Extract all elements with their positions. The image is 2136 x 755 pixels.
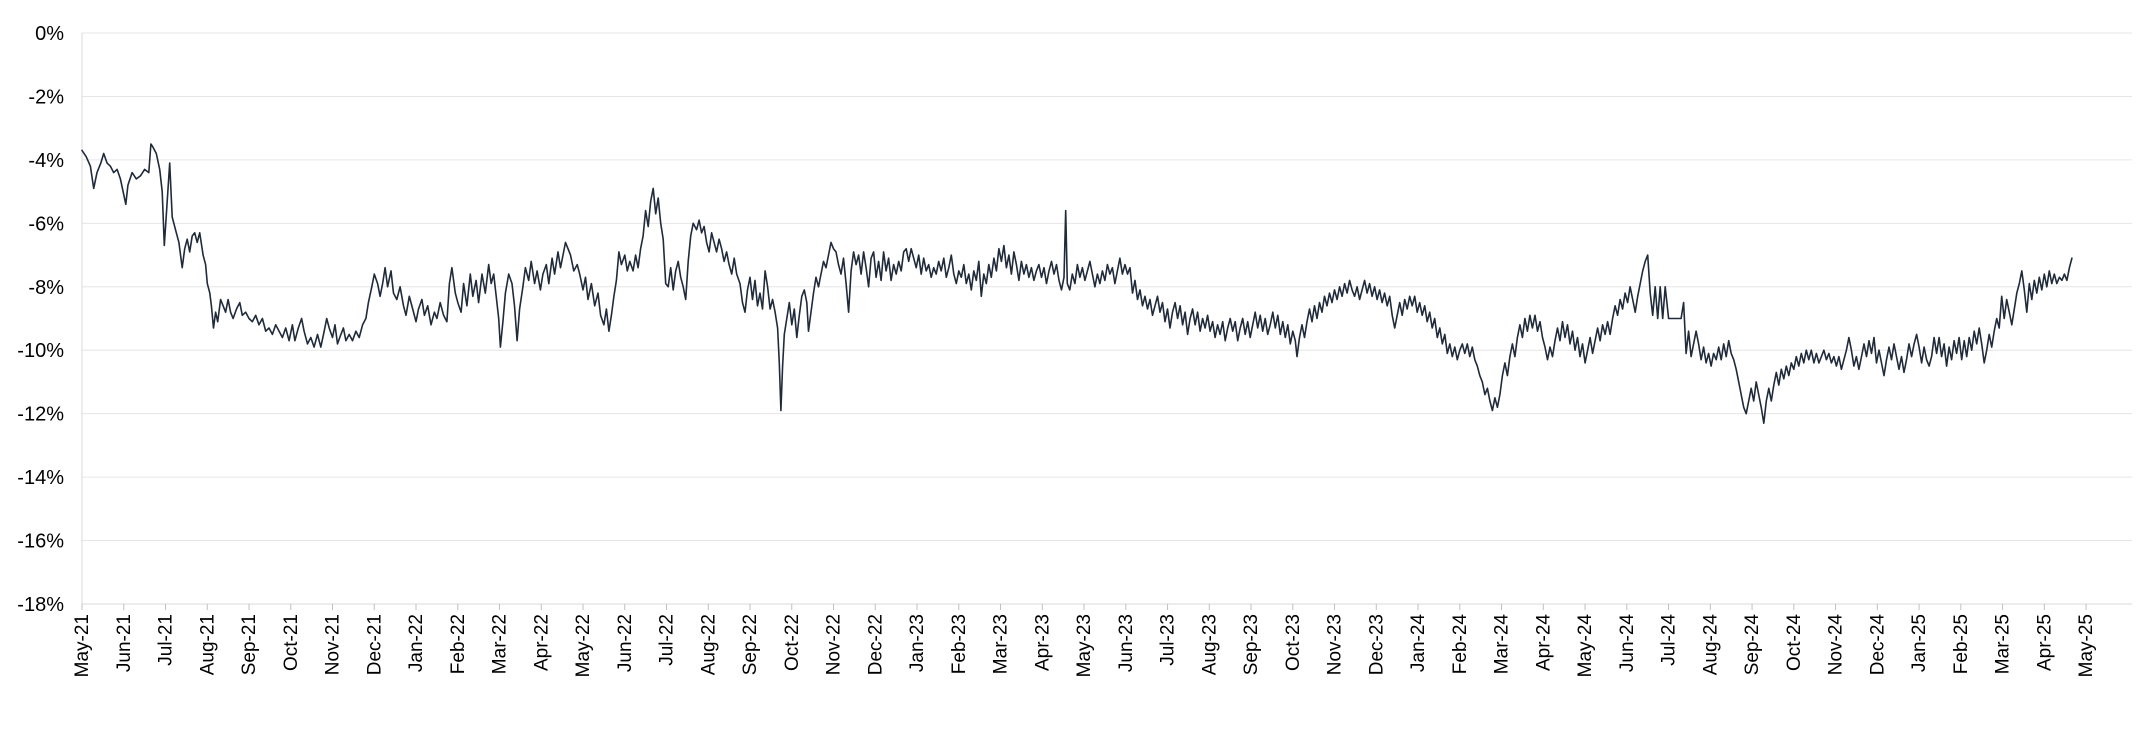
x-tick-label: Dec-21 bbox=[364, 614, 385, 675]
x-tick-label: Oct-22 bbox=[782, 614, 803, 671]
series-layer bbox=[81, 143, 2073, 424]
x-tick-label: Mar-22 bbox=[490, 614, 511, 674]
x-tick-label: Nov-23 bbox=[1325, 614, 1346, 675]
y-tick-label: -16% bbox=[17, 531, 64, 553]
x-tick-label: May-23 bbox=[1074, 614, 1095, 677]
x-tick-label: Apr-23 bbox=[1032, 614, 1053, 671]
x-tick-label: Oct-21 bbox=[281, 614, 302, 671]
x-tick-label: May-24 bbox=[1575, 614, 1596, 678]
x-tick-label: Nov-21 bbox=[323, 614, 344, 675]
x-tick-label: Mar-24 bbox=[1492, 614, 1513, 675]
x-tick-label: Sep-22 bbox=[740, 614, 761, 675]
x-tick-label: Jun-21 bbox=[114, 614, 135, 672]
x-tick-label: May-21 bbox=[72, 614, 93, 677]
x-tick-label: Nov-24 bbox=[1826, 614, 1847, 676]
grid-lines bbox=[82, 32, 2132, 605]
x-tick-label: Nov-22 bbox=[824, 614, 845, 675]
x-tick-label: Jan-25 bbox=[1909, 614, 1930, 672]
x-tick-label: Aug-24 bbox=[1700, 614, 1721, 676]
x-tick-label: Jul-22 bbox=[657, 614, 678, 666]
y-tick-label: -4% bbox=[28, 150, 64, 172]
axes bbox=[81, 33, 2132, 610]
y-tick-label: -2% bbox=[28, 86, 64, 108]
x-tick-label: Jan-24 bbox=[1408, 614, 1429, 673]
series-line-drawdown bbox=[81, 143, 2073, 424]
x-tick-label: Dec-23 bbox=[1366, 614, 1387, 675]
x-axis-tick-labels: May-21 Jun-21 Jul-21 Aug-21 Sep-21 Oct-21 Nov-… bbox=[72, 614, 2097, 678]
x-tick-label: May-22 bbox=[573, 614, 594, 677]
x-tick-label: Apr-22 bbox=[531, 614, 552, 671]
x-tick-label: Mar-25 bbox=[1993, 614, 2014, 674]
y-tick-label: -12% bbox=[17, 404, 64, 426]
x-tick-label: Jun-22 bbox=[615, 614, 636, 672]
x-tick-label: Aug-22 bbox=[698, 614, 719, 675]
x-tick-label: Oct-23 bbox=[1283, 614, 1304, 671]
x-tick-label: Dec-22 bbox=[865, 614, 886, 675]
x-tick-label: Jan-22 bbox=[406, 614, 427, 672]
x-tick-label: Sep-21 bbox=[239, 614, 260, 675]
x-tick-label: Jul-24 bbox=[1659, 614, 1680, 666]
x-tick-label: Dec-24 bbox=[1867, 614, 1888, 676]
x-tick-label: Apr-25 bbox=[2034, 614, 2055, 671]
y-tick-label: -6% bbox=[28, 213, 64, 235]
x-tick-label: Jun-24 bbox=[1617, 614, 1638, 673]
x-tick-label: Jul-23 bbox=[1158, 614, 1179, 666]
y-tick-label: 0% bbox=[35, 23, 64, 45]
x-tick-label: Sep-24 bbox=[1742, 614, 1763, 676]
x-tick-label: Jun-23 bbox=[1116, 614, 1137, 672]
x-tick-label: Apr-24 bbox=[1533, 614, 1554, 671]
x-tick-label: Aug-23 bbox=[1199, 614, 1220, 675]
y-axis-tick-labels: 0% -2% -4% -6% -8% -10% -12% -14% -16% -18% bbox=[17, 23, 64, 616]
x-tick-label: Feb-23 bbox=[949, 614, 970, 674]
x-tick-label: Jul-21 bbox=[156, 614, 177, 666]
y-tick-label: -10% bbox=[17, 340, 64, 362]
x-tick-label: Aug-21 bbox=[197, 614, 218, 675]
x-tick-label: Feb-24 bbox=[1450, 614, 1471, 675]
y-tick-label: -8% bbox=[28, 277, 64, 299]
x-tick-label: May-25 bbox=[2076, 614, 2097, 677]
x-tick-label: Mar-23 bbox=[991, 614, 1012, 674]
y-tick-label: -18% bbox=[17, 594, 64, 616]
x-tick-label: Feb-22 bbox=[448, 614, 469, 674]
x-tick-label: Jan-23 bbox=[907, 614, 928, 672]
x-tick-label: Sep-23 bbox=[1241, 614, 1262, 675]
x-tick-label: Feb-25 bbox=[1951, 614, 1972, 674]
x-tick-label: Oct-24 bbox=[1784, 614, 1805, 671]
y-tick-label: -14% bbox=[17, 467, 64, 489]
